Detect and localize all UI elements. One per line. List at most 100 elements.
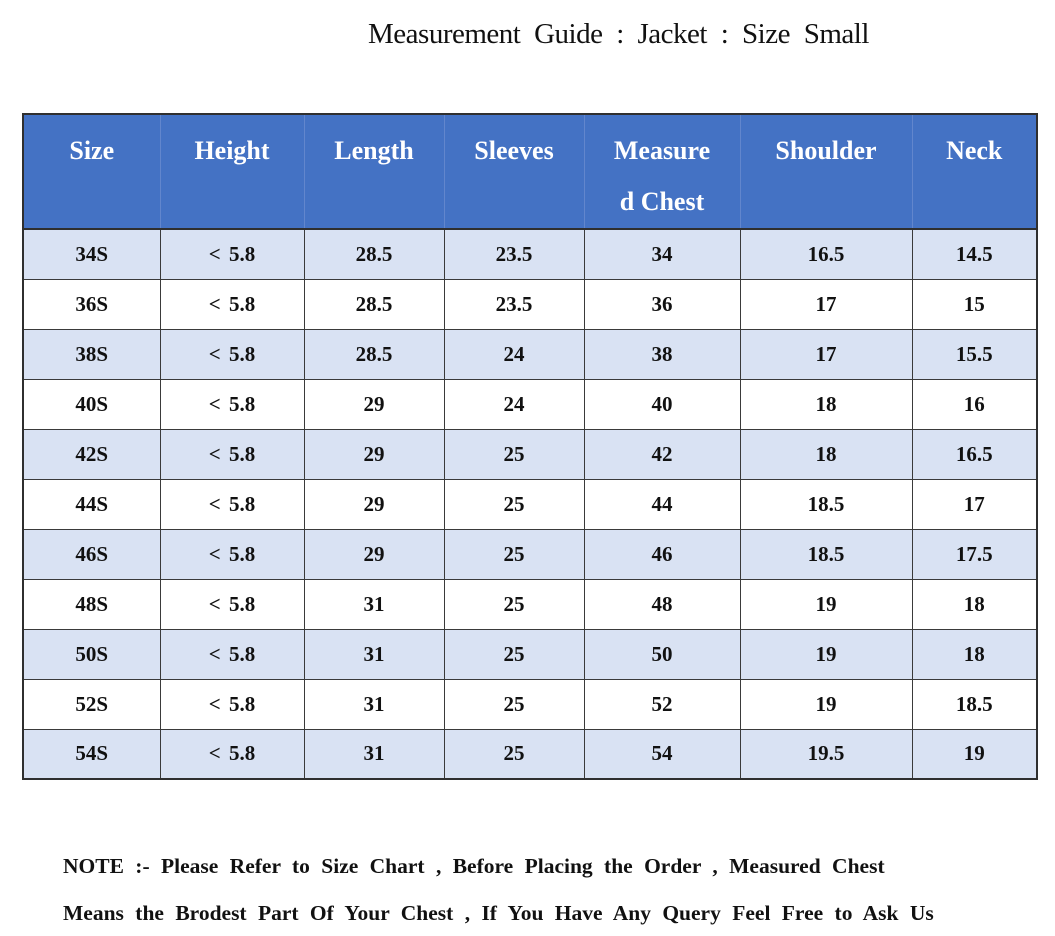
table-cell: 17 bbox=[739, 328, 913, 380]
table-row-48s: 48S < 5.8 31 25 48 19 18 bbox=[22, 578, 1038, 630]
table-row-38s: 38S < 5.8 28.5 24 38 17 15.5 bbox=[22, 328, 1038, 380]
table-cell: 24 bbox=[443, 328, 585, 380]
column-header-measure-d-chest: Measure d Chest bbox=[583, 114, 741, 230]
table-cell: 31 bbox=[303, 578, 445, 630]
table-cell: 25 bbox=[443, 428, 585, 480]
table-cell: < 5.8 bbox=[159, 328, 305, 380]
table-row-42s: 42S < 5.8 29 25 42 18 16.5 bbox=[22, 428, 1038, 480]
table-cell: < 5.8 bbox=[159, 728, 305, 780]
table-cell: 42S bbox=[22, 428, 161, 480]
table-cell: 18.5 bbox=[739, 478, 913, 530]
table-cell: 15 bbox=[911, 278, 1038, 330]
table-cell: 34 bbox=[583, 228, 741, 280]
table-cell: 29 bbox=[303, 378, 445, 430]
table-cell: 18 bbox=[739, 428, 913, 480]
table-cell: 38S bbox=[22, 328, 161, 380]
table-cell: 14.5 bbox=[911, 228, 1038, 280]
table-row-54s: 54S < 5.8 31 25 54 19.5 19 bbox=[22, 728, 1038, 780]
table-cell: 25 bbox=[443, 528, 585, 580]
table-cell: 24 bbox=[443, 378, 585, 430]
table-cell: 36S bbox=[22, 278, 161, 330]
table-row-40s: 40S < 5.8 29 24 40 18 16 bbox=[22, 378, 1038, 430]
table-cell: 52 bbox=[583, 678, 741, 730]
table-cell: 50S bbox=[22, 628, 161, 680]
column-header-shoulder: Shoulder bbox=[739, 114, 913, 230]
table-cell: 40 bbox=[583, 378, 741, 430]
table-cell: 16.5 bbox=[739, 228, 913, 280]
table-cell: < 5.8 bbox=[159, 528, 305, 580]
table-cell: 25 bbox=[443, 728, 585, 780]
table-cell: 34S bbox=[22, 228, 161, 280]
table-cell: 44S bbox=[22, 478, 161, 530]
column-header-length: Length bbox=[303, 114, 445, 230]
table-cell: 50 bbox=[583, 628, 741, 680]
table-cell: 19 bbox=[739, 578, 913, 630]
table-cell: 18.5 bbox=[911, 678, 1038, 730]
table-cell: 25 bbox=[443, 578, 585, 630]
note-text: NOTE :- Please Refer to Size Chart , Bef… bbox=[63, 843, 1003, 936]
table-cell: < 5.8 bbox=[159, 278, 305, 330]
table-row-46s: 46S < 5.8 29 25 46 18.5 17.5 bbox=[22, 528, 1038, 580]
table-row-50s: 50S < 5.8 31 25 50 19 18 bbox=[22, 628, 1038, 680]
page-title: Measurement Guide : Jacket : Size Small bbox=[368, 18, 869, 50]
table-cell: 42 bbox=[583, 428, 741, 480]
table-cell: < 5.8 bbox=[159, 378, 305, 430]
table-cell: 38 bbox=[583, 328, 741, 380]
table-cell: 54 bbox=[583, 728, 741, 780]
column-header-height: Height bbox=[159, 114, 305, 230]
table-cell: 31 bbox=[303, 628, 445, 680]
table-cell: 17.5 bbox=[911, 528, 1038, 580]
table-cell: 19 bbox=[739, 628, 913, 680]
table-cell: 28.5 bbox=[303, 328, 445, 380]
table-cell: 29 bbox=[303, 478, 445, 530]
table-cell: 16.5 bbox=[911, 428, 1038, 480]
table-cell: 15.5 bbox=[911, 328, 1038, 380]
table-cell: 16 bbox=[911, 378, 1038, 430]
table-cell: 17 bbox=[739, 278, 913, 330]
table-cell: 31 bbox=[303, 678, 445, 730]
column-header-sleeves: Sleeves bbox=[443, 114, 585, 230]
table-cell: 18 bbox=[739, 378, 913, 430]
table-cell: 46 bbox=[583, 528, 741, 580]
size-chart-table: Size Height Length Sleeves Measure d Chest Sh… bbox=[22, 113, 1038, 780]
table-cell: 52S bbox=[22, 678, 161, 730]
column-header-neck: Neck bbox=[911, 114, 1038, 230]
table-cell: 44 bbox=[583, 478, 741, 530]
table-cell: 48 bbox=[583, 578, 741, 630]
table-cell: < 5.8 bbox=[159, 678, 305, 730]
table-cell: 48S bbox=[22, 578, 161, 630]
table-cell: 28.5 bbox=[303, 278, 445, 330]
table-cell: 18 bbox=[911, 578, 1038, 630]
note-line-2: Means the Brodest Part Of Your Chest , I… bbox=[63, 901, 934, 925]
column-header-size: Size bbox=[22, 114, 161, 230]
table-cell: 54S bbox=[22, 728, 161, 780]
table-cell: 19.5 bbox=[739, 728, 913, 780]
table-cell: < 5.8 bbox=[159, 628, 305, 680]
table-cell: 29 bbox=[303, 528, 445, 580]
table-cell: < 5.8 bbox=[159, 478, 305, 530]
table-cell: < 5.8 bbox=[159, 578, 305, 630]
table-cell: 19 bbox=[739, 678, 913, 730]
table-cell: 25 bbox=[443, 478, 585, 530]
table-cell: 23.5 bbox=[443, 278, 585, 330]
table-cell: 46S bbox=[22, 528, 161, 580]
table-body: 34S < 5.8 28.5 23.5 34 16.5 14.5 36S < 5.8 28.5 23… bbox=[22, 228, 1038, 780]
table-cell: 17 bbox=[911, 478, 1038, 530]
table-cell: 18.5 bbox=[739, 528, 913, 580]
table-cell: 29 bbox=[303, 428, 445, 480]
table-cell: 23.5 bbox=[443, 228, 585, 280]
table-cell: 31 bbox=[303, 728, 445, 780]
table-row-52s: 52S < 5.8 31 25 52 19 18.5 bbox=[22, 678, 1038, 730]
table-row-36s: 36S < 5.8 28.5 23.5 36 17 15 bbox=[22, 278, 1038, 330]
table-cell: 25 bbox=[443, 678, 585, 730]
table-cell: < 5.8 bbox=[159, 428, 305, 480]
table-cell: < 5.8 bbox=[159, 228, 305, 280]
table-cell: 25 bbox=[443, 628, 585, 680]
table-cell: 40S bbox=[22, 378, 161, 430]
table-cell: 28.5 bbox=[303, 228, 445, 280]
table-cell: 18 bbox=[911, 628, 1038, 680]
table-cell: 36 bbox=[583, 278, 741, 330]
table-header-row: Size Height Length Sleeves Measure d Chest Sh… bbox=[22, 114, 1038, 230]
table-row-44s: 44S < 5.8 29 25 44 18.5 17 bbox=[22, 478, 1038, 530]
